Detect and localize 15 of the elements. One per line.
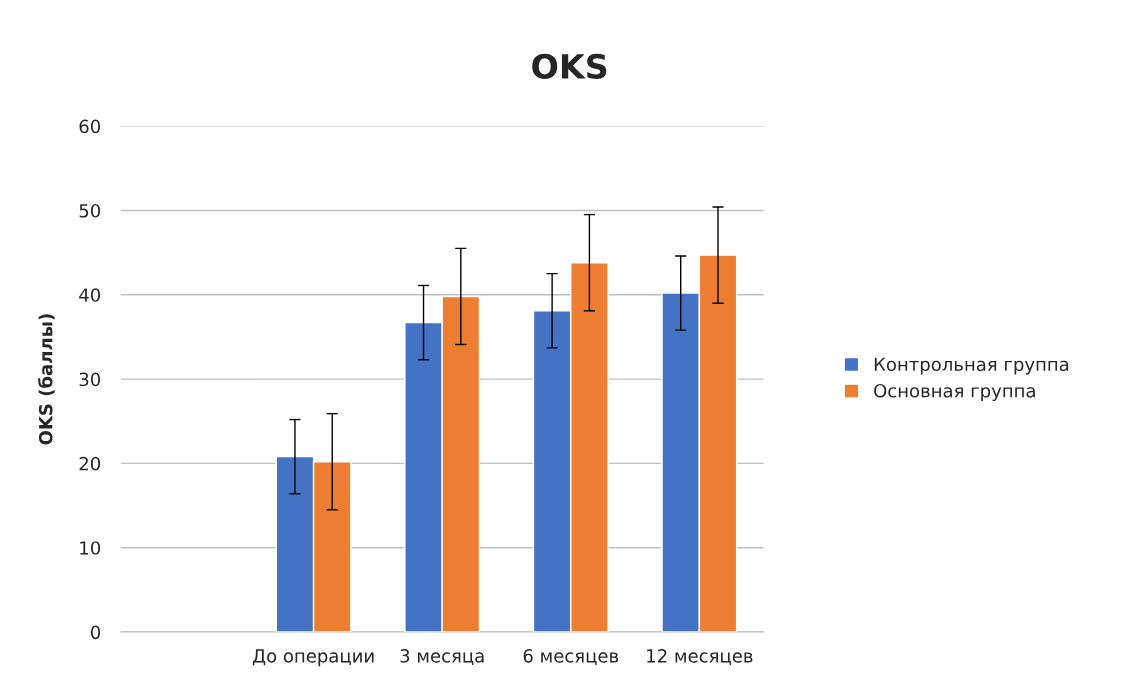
y-axis-title: OKS (баллы): [37, 314, 55, 445]
x-tick-label: До операции: [252, 649, 374, 667]
chart-title: OKS: [532, 53, 607, 79]
x-tick-label: 3 месяца: [400, 649, 484, 665]
x-tick-label: 12 месяцев: [647, 649, 753, 665]
y-tick-label: 60: [79, 119, 101, 134]
y-tick-label: 20: [79, 456, 101, 471]
y-tick-label: 50: [79, 203, 101, 218]
legend-label: Основная группа: [874, 383, 1035, 402]
legend-label: Контрольная группа: [874, 357, 1069, 375]
y-tick-label: 30: [79, 372, 101, 387]
y-tick-label: 40: [79, 288, 101, 302]
y-tick-label: 0: [90, 625, 101, 640]
y-tick-label: 10: [80, 541, 101, 555]
x-tick-label: 6 месяцев: [523, 649, 619, 665]
